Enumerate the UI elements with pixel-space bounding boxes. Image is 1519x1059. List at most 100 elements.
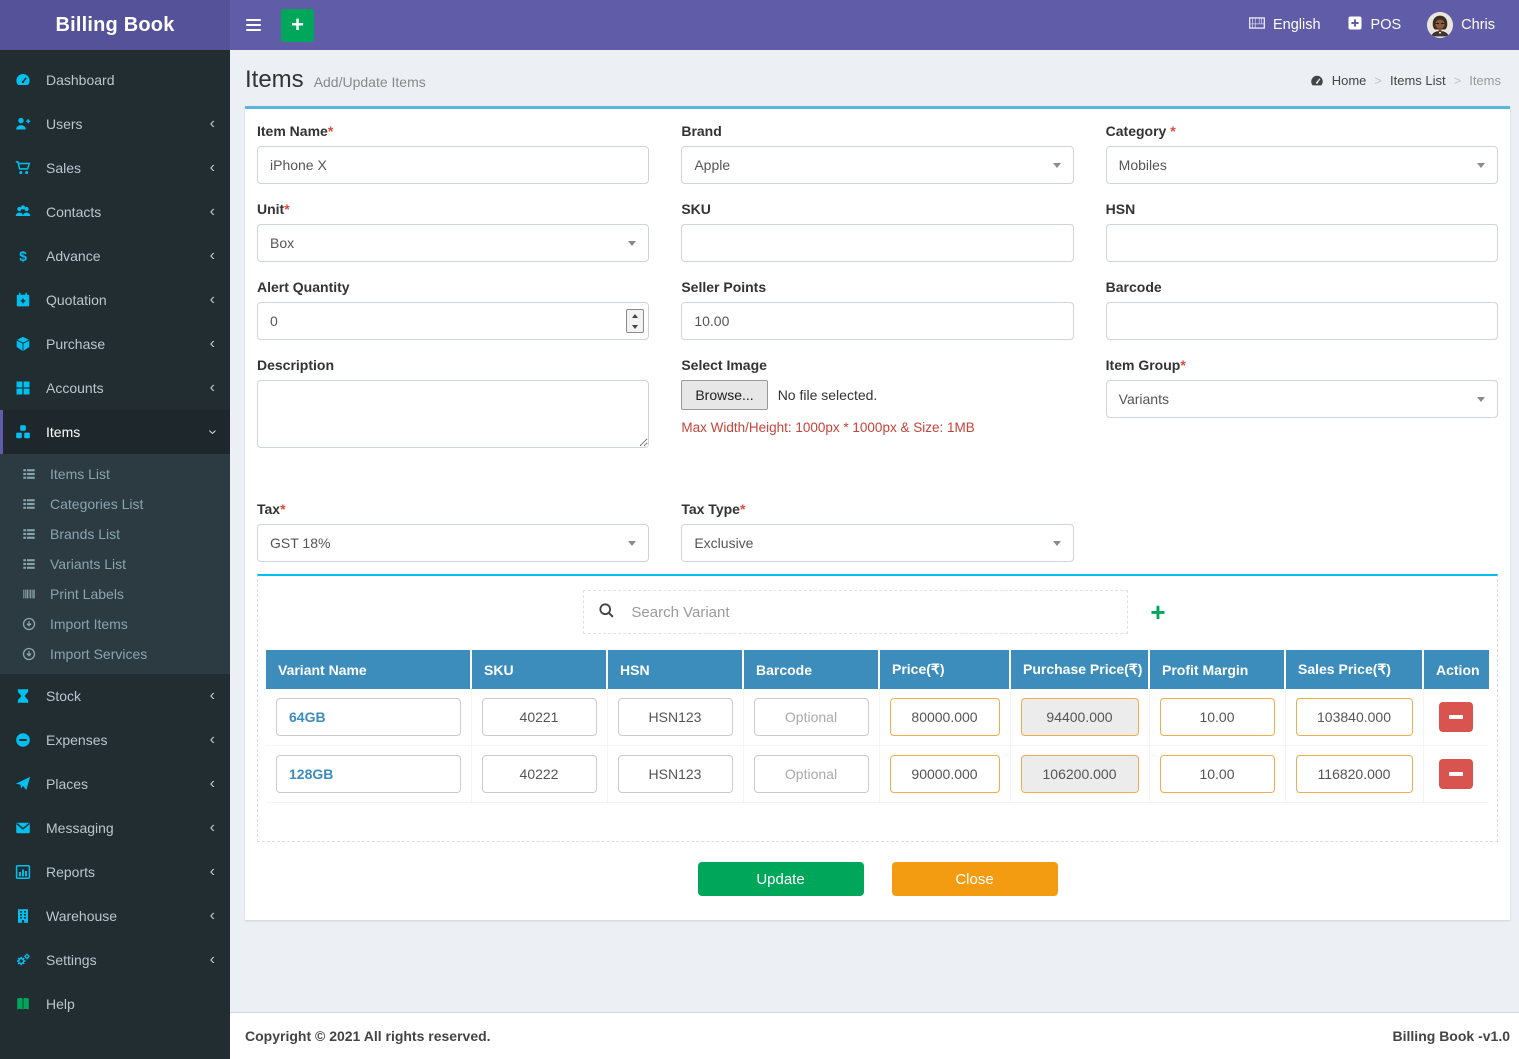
image-size-note: Max Width/Height: 1000px * 1000px & Size… bbox=[681, 420, 975, 435]
update-button[interactable]: Update bbox=[697, 862, 864, 896]
variant-sales-price-input[interactable] bbox=[1295, 698, 1413, 736]
chevron-down-icon bbox=[1477, 396, 1485, 402]
unit-select[interactable]: Box bbox=[257, 224, 650, 262]
sidebar-item-print-labels[interactable]: Print Labels bbox=[0, 579, 230, 609]
variant-price-input[interactable] bbox=[889, 755, 1000, 793]
quick-add-button[interactable]: + bbox=[281, 8, 314, 42]
cubes-icon bbox=[15, 424, 37, 440]
pos-menu[interactable]: POS bbox=[1347, 15, 1401, 35]
barcode-input[interactable] bbox=[1105, 302, 1498, 340]
hsn-label: HSN bbox=[1105, 201, 1136, 217]
list-icon bbox=[22, 557, 42, 571]
sidebar-item-stock[interactable]: Stock ‹ bbox=[0, 674, 230, 718]
description-textarea[interactable] bbox=[257, 380, 650, 448]
language-label: English bbox=[1272, 17, 1321, 33]
file-status-text: No file selected. bbox=[777, 387, 878, 403]
sidebar-item-items-list[interactable]: Items List bbox=[0, 459, 230, 489]
language-flag-icon bbox=[1249, 15, 1265, 35]
sidebar-item-expenses[interactable]: Expenses ‹ bbox=[0, 718, 230, 762]
category-select[interactable]: Mobiles bbox=[1105, 146, 1498, 184]
main-content: Items Add/Update Items Home > Items List… bbox=[230, 50, 1519, 1059]
variant-sales-price-input[interactable] bbox=[1295, 755, 1413, 793]
sku-input[interactable] bbox=[681, 224, 1074, 262]
sidebar-item-users[interactable]: Users ‹ bbox=[0, 102, 230, 146]
item-form-card: Item Name* Brand Apple Category * Mobile… bbox=[245, 106, 1510, 920]
variant-profit-margin-input[interactable] bbox=[1159, 698, 1275, 736]
gears-icon bbox=[15, 952, 37, 968]
list-icon bbox=[22, 527, 42, 541]
variant-sku-input[interactable] bbox=[481, 698, 597, 736]
number-spinner[interactable] bbox=[626, 309, 645, 333]
list-icon bbox=[22, 467, 42, 481]
remove-variant-button[interactable] bbox=[1439, 702, 1474, 732]
sidebar-item-warehouse[interactable]: Warehouse ‹ bbox=[0, 894, 230, 938]
variant-price-input[interactable] bbox=[889, 698, 1000, 736]
brand-select[interactable]: Apple bbox=[681, 146, 1074, 184]
sidebar-item-accounts[interactable]: Accounts ‹ bbox=[0, 366, 230, 410]
breadcrumb-items-list[interactable]: Items List bbox=[1389, 73, 1446, 88]
add-variant-button[interactable]: + bbox=[1144, 598, 1171, 626]
sidebar-item-categories-list[interactable]: Categories List bbox=[0, 489, 230, 519]
remove-variant-button[interactable] bbox=[1439, 759, 1474, 789]
alert-quantity-input[interactable] bbox=[257, 302, 650, 340]
col-barcode: Barcode bbox=[742, 650, 879, 689]
minus-icon bbox=[1449, 772, 1464, 776]
chevron-left-icon: ‹ bbox=[209, 775, 215, 792]
variant-barcode-input[interactable] bbox=[753, 755, 869, 793]
browse-button[interactable]: Browse... bbox=[681, 380, 768, 410]
sidebar-item-messaging[interactable]: Messaging ‹ bbox=[0, 806, 230, 850]
col-profit-margin: Profit Margin bbox=[1148, 650, 1285, 689]
breadcrumb-home[interactable]: Home bbox=[1331, 73, 1367, 88]
app-logo[interactable]: Billing Book bbox=[0, 0, 230, 50]
sidebar-item-dashboard[interactable]: Dashboard bbox=[0, 58, 230, 102]
variants-table: Variant Name SKU HSN Barcode Price(₹) Pu… bbox=[266, 650, 1489, 803]
variant-search-input[interactable] bbox=[629, 602, 1114, 622]
item-group-select[interactable]: Variants bbox=[1105, 380, 1498, 418]
variant-hsn-input[interactable] bbox=[617, 755, 733, 793]
category-label: Category * bbox=[1105, 123, 1176, 139]
sidebar-item-places[interactable]: Places ‹ bbox=[0, 762, 230, 806]
seller-points-input[interactable] bbox=[681, 302, 1074, 340]
sidebar-item-quotation[interactable]: Quotation ‹ bbox=[0, 278, 230, 322]
variant-purchase-price-input bbox=[1020, 755, 1139, 793]
tax-select[interactable]: GST 18% bbox=[257, 524, 650, 562]
user-menu[interactable]: Chris bbox=[1427, 12, 1495, 38]
sidebar-item-settings[interactable]: Settings ‹ bbox=[0, 938, 230, 982]
sidebar-item-contacts[interactable]: Contacts ‹ bbox=[0, 190, 230, 234]
hamburger-icon bbox=[246, 19, 261, 21]
calendar-plus-icon bbox=[15, 292, 37, 308]
tax-type-select[interactable]: Exclusive bbox=[681, 524, 1074, 562]
sidebar-item-items[interactable]: Items ‹ bbox=[0, 410, 230, 454]
sidebar-item-import-services[interactable]: Import Services bbox=[0, 639, 230, 669]
sidebar-toggle-button[interactable] bbox=[230, 0, 275, 50]
sidebar-item-variants-list[interactable]: Variants List bbox=[0, 549, 230, 579]
sidebar-item-sales[interactable]: Sales ‹ bbox=[0, 146, 230, 190]
sidebar-item-advance[interactable]: $ Advance ‹ bbox=[0, 234, 230, 278]
sidebar-item-help[interactable]: Help bbox=[0, 982, 230, 1026]
item-name-input[interactable] bbox=[257, 146, 650, 184]
variant-sku-input[interactable] bbox=[481, 755, 597, 793]
close-button[interactable]: Close bbox=[891, 862, 1058, 896]
items-submenu: Items List Categories List Brands List V… bbox=[0, 454, 230, 674]
sidebar-item-reports[interactable]: Reports ‹ bbox=[0, 850, 230, 894]
breadcrumb-current: Items bbox=[1469, 73, 1501, 88]
brand-label: Brand bbox=[681, 123, 722, 139]
sidebar-item-import-items[interactable]: Import Items bbox=[0, 609, 230, 639]
hsn-input[interactable] bbox=[1105, 224, 1498, 262]
bar-chart-icon bbox=[15, 864, 37, 880]
minus-circle-icon bbox=[15, 732, 37, 748]
chevron-down-icon bbox=[1477, 162, 1485, 168]
language-menu[interactable]: English bbox=[1249, 15, 1321, 35]
chevron-left-icon: ‹ bbox=[209, 907, 215, 924]
book-icon bbox=[15, 996, 37, 1012]
sidebar-item-brands-list[interactable]: Brands List bbox=[0, 519, 230, 549]
variant-name-input[interactable] bbox=[276, 698, 461, 736]
svg-text:$: $ bbox=[19, 248, 27, 264]
variant-barcode-input[interactable] bbox=[753, 698, 869, 736]
chevron-left-icon: ‹ bbox=[209, 247, 215, 264]
variant-name-input[interactable] bbox=[276, 755, 461, 793]
variant-profit-margin-input[interactable] bbox=[1159, 755, 1275, 793]
variant-hsn-input[interactable] bbox=[617, 698, 733, 736]
sidebar-item-purchase[interactable]: Purchase ‹ bbox=[0, 322, 230, 366]
chevron-down-icon bbox=[628, 240, 637, 246]
